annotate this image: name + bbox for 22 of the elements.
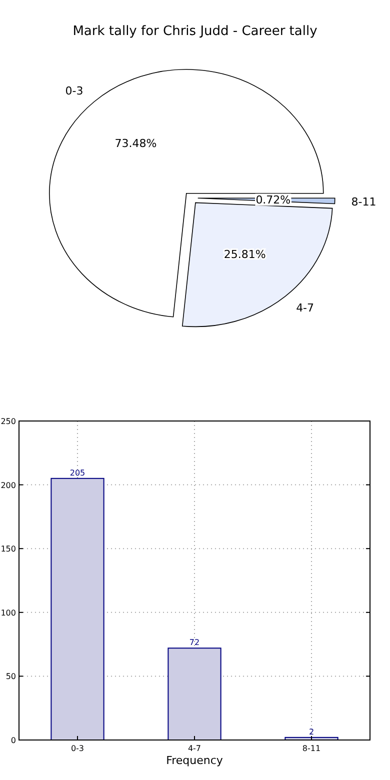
x-axis-title: Frequency [166,754,224,767]
x-tick-label: 0-3 [70,744,84,753]
y-tick-label: 100 [0,608,16,618]
slice-label: 8-11 [351,195,376,208]
data-label: 0.72% [256,194,291,207]
data-label: 25.81% [224,248,266,262]
slice-label: 4-7 [296,302,314,315]
y-tick-label: 0 [10,736,16,745]
data-label: 205 [70,468,86,478]
data-label: 2 [308,727,314,736]
data-label: 72 [189,638,200,648]
slice-label: 0-3 [65,84,84,98]
y-tick-label: 250 [0,417,16,426]
x-tick-label: 4-7 [188,744,202,753]
x-tick-label: 8-11 [302,744,321,753]
bar [50,478,104,740]
y-tick-label: 50 [6,672,16,682]
chart-title: Mark tally for Chris Judd - Career tally [72,24,318,39]
y-tick-label: 200 [0,480,16,490]
bar [168,648,222,740]
data-label: 73.48% [114,136,157,150]
y-tick-label: 150 [0,544,16,554]
